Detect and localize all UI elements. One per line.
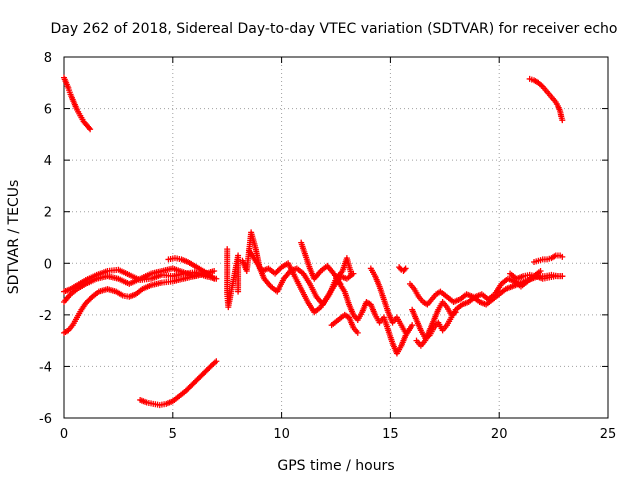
y-tick-label: 2 (44, 206, 52, 221)
series-arc-k (367, 265, 409, 336)
data-point (86, 124, 93, 131)
y-tick-label: 0 (44, 257, 52, 272)
x-tick-label: 0 (60, 427, 68, 442)
series-arc-f (239, 229, 355, 308)
data-point (559, 117, 566, 124)
series-arc-l (396, 264, 409, 275)
series-arc-high-start (61, 74, 94, 133)
series-arc-d (165, 255, 218, 282)
series-arc-low (137, 358, 220, 409)
y-tick-label: -2 (39, 309, 52, 324)
y-tick-label: 8 (44, 51, 52, 66)
data-point (235, 288, 242, 295)
data-point (350, 270, 357, 277)
data-point (87, 126, 94, 133)
data-point (401, 266, 408, 273)
data-point (402, 265, 409, 272)
data-point (452, 309, 459, 316)
series-arc-e (224, 246, 242, 311)
series-arc-h (298, 239, 344, 287)
y-tick-label: 4 (44, 154, 52, 169)
data-point (559, 273, 566, 280)
series-arc-q (413, 298, 459, 349)
series-arc-o (507, 270, 566, 282)
data-point (211, 268, 218, 275)
x-axis-label: GPS time / hours (277, 458, 394, 474)
axis-tick-labels: 0 5 10 15 20 25 -6 -4 -2 0 2 4 6 8 (39, 51, 616, 442)
series-arc-g (245, 247, 357, 316)
series-arc-high-end (526, 75, 566, 124)
chart-title: Day 262 of 2018, Sidereal Day-to-day VTE… (51, 21, 618, 37)
data-point (211, 275, 218, 282)
data-marks (61, 74, 566, 409)
data-point (402, 329, 409, 336)
y-axis-label: SDTVAR / TECUs (6, 180, 22, 295)
x-tick-label: 15 (382, 427, 399, 442)
data-point (397, 265, 404, 272)
data-point (354, 329, 361, 336)
axis-ticks (63, 56, 609, 419)
data-point (559, 253, 566, 260)
plot-frame (63, 56, 609, 419)
y-tick-label: 6 (44, 103, 52, 118)
series-arc-c (61, 265, 209, 305)
data-point (537, 268, 544, 275)
x-tick-label: 10 (273, 427, 290, 442)
y-tick-label: -4 (39, 360, 52, 375)
grid-lines (64, 57, 608, 418)
data-point (409, 322, 416, 329)
series-arc-p (531, 252, 566, 265)
y-tick-label: -6 (39, 412, 52, 427)
data-point (213, 358, 220, 365)
series-arc-i (335, 278, 416, 357)
series-arc-j (328, 311, 361, 336)
x-tick-label: 5 (169, 427, 177, 442)
x-tick-label: 25 (600, 427, 617, 442)
x-tick-label: 20 (491, 427, 508, 442)
